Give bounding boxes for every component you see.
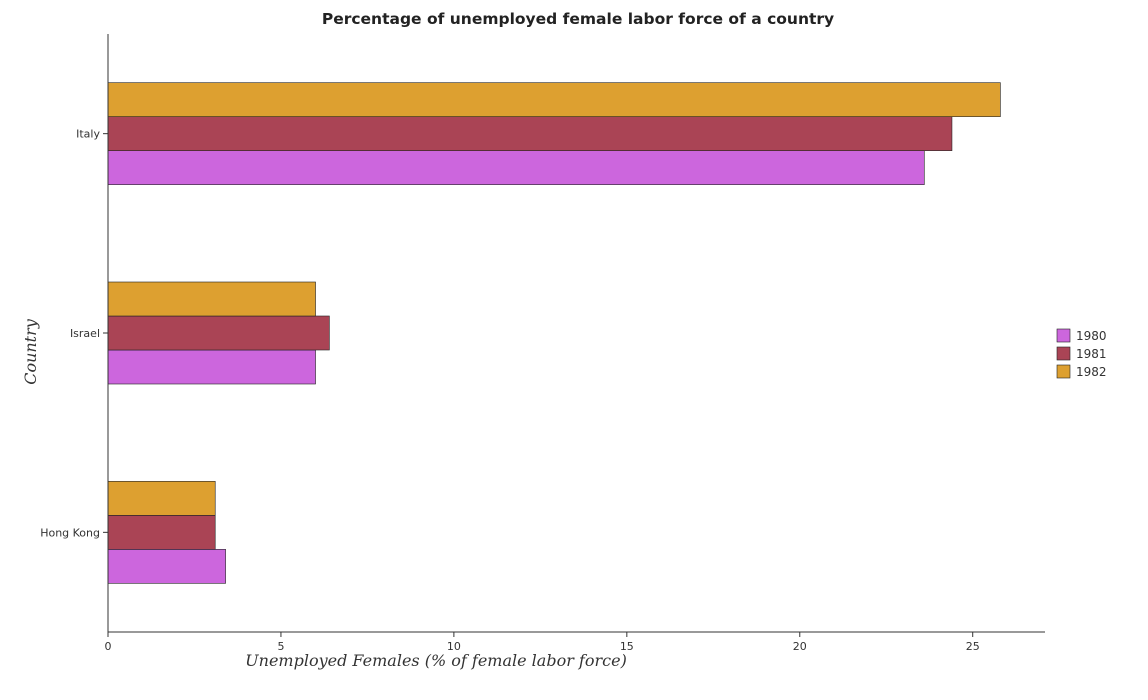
x-axis-label: Unemployed Females (% of female labor fo… [245, 651, 627, 670]
x-tick-label: 15 [620, 640, 634, 653]
x-ticks: 0 5 10 15 20 25 [105, 632, 980, 653]
bar-israel-1982 [107, 281, 316, 317]
legend-label-1982: 1982 [1076, 365, 1107, 379]
x-tick-label: 25 [966, 640, 980, 653]
legend: 1980 1981 1982 [1056, 328, 1107, 379]
bar-israel-1981 [107, 315, 330, 351]
legend-swatch-1980 [1056, 328, 1071, 343]
bar-hong-kong-1982 [107, 481, 216, 516]
y-axis-label: Country [21, 318, 40, 385]
y-tick-label: Hong Kong [40, 526, 100, 539]
x-tick-label: 5 [277, 640, 284, 653]
bar-israel-1980 [107, 349, 316, 385]
chart-title: Percentage of unemployed female labor fo… [322, 10, 834, 28]
bar-italy-1980 [107, 150, 925, 185]
y-ticks: Hong Kong Israel Italy [40, 128, 108, 539]
plot-area: 0 5 10 15 20 25 Hong Kong Israel Italy [40, 34, 1045, 653]
bar-italy-1982 [107, 82, 1001, 117]
legend-swatch-1981 [1056, 346, 1071, 361]
legend-label-1980: 1980 [1076, 329, 1107, 343]
bar-hong-kong-1981 [107, 515, 216, 550]
y-tick-label: Italy [76, 128, 100, 141]
bar-hong-kong-1980 [107, 549, 226, 584]
legend-swatch-1982 [1056, 364, 1071, 379]
x-tick-label: 10 [447, 640, 461, 653]
y-tick-label: Israel [70, 327, 100, 340]
bar-italy-1981 [107, 116, 953, 151]
x-tick-label: 20 [793, 640, 807, 653]
x-tick-label: 0 [105, 640, 112, 653]
bars-group [107, 82, 1001, 584]
legend-label-1981: 1981 [1076, 347, 1107, 361]
